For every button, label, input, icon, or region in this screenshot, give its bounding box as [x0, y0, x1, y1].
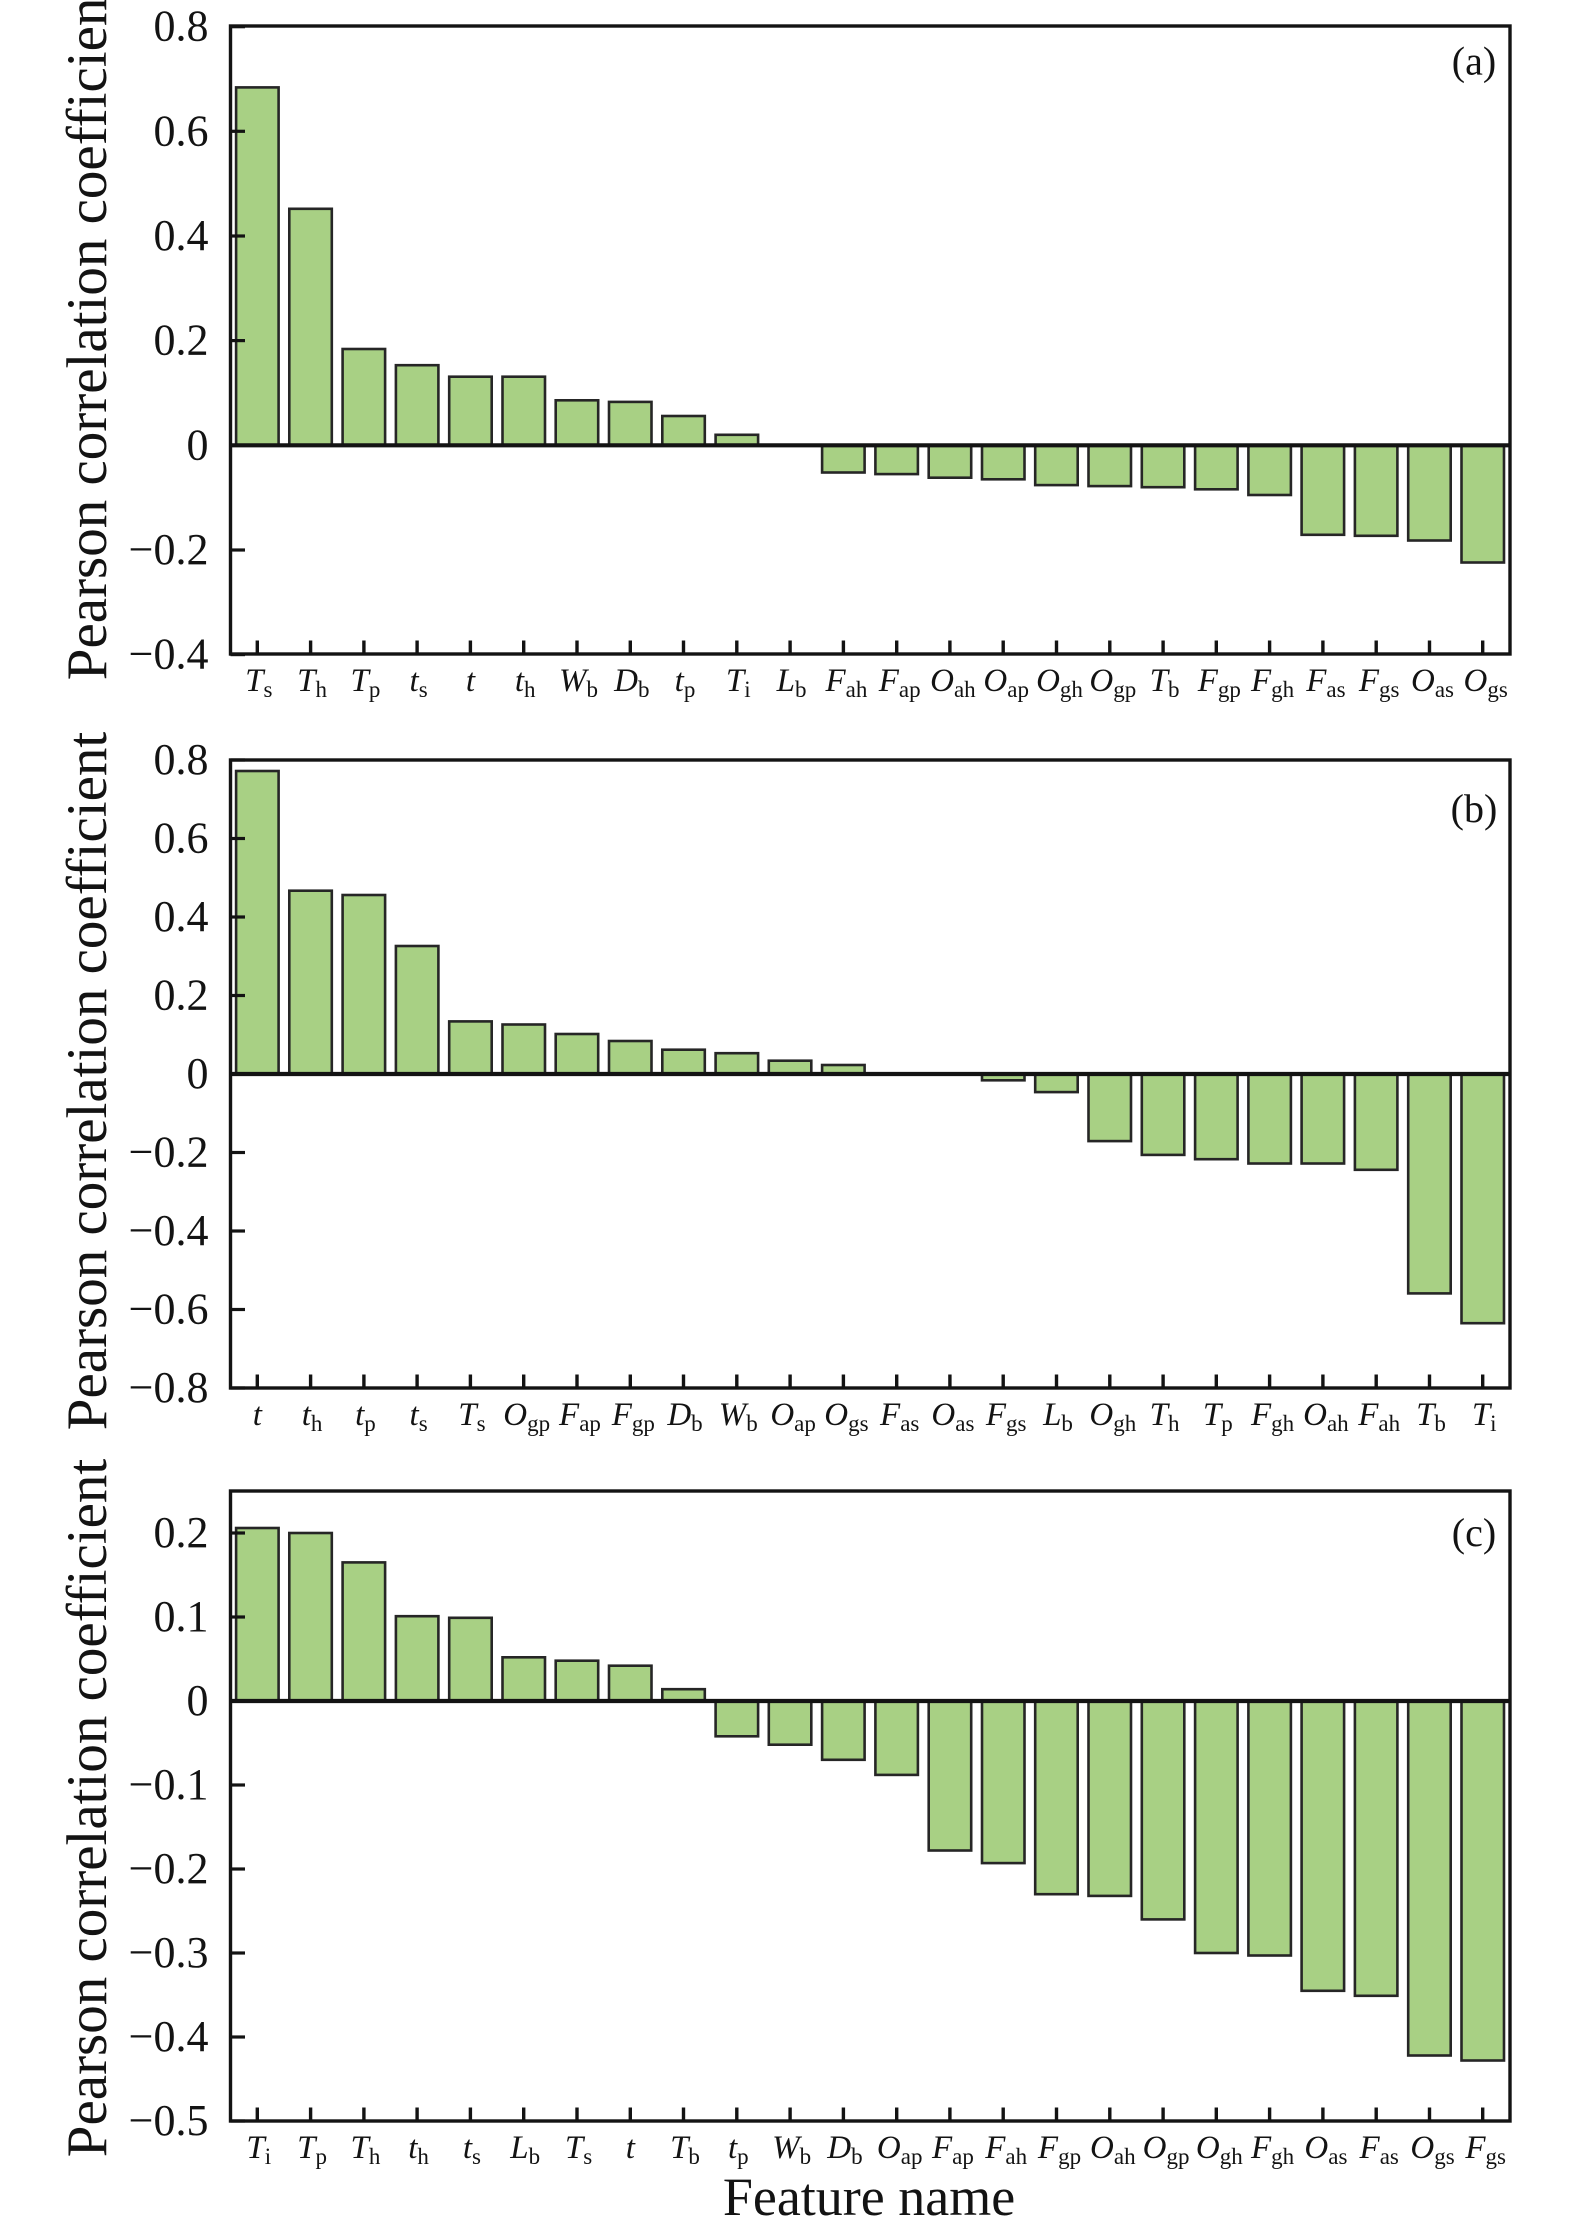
svg-text:0.2: 0.2	[154, 971, 209, 1020]
svg-text:Ts: Ts	[245, 663, 272, 702]
svg-text:0.8: 0.8	[154, 735, 209, 784]
svg-text:Fgh: Fgh	[1250, 1397, 1295, 1436]
svg-text:−0.3: −0.3	[129, 1928, 209, 1977]
svg-text:Wb: Wb	[719, 1397, 758, 1436]
svg-text:Fgs: Fgs	[1464, 2130, 1506, 2169]
svg-text:0: 0	[187, 420, 209, 469]
svg-text:−0.6: −0.6	[129, 1285, 209, 1334]
svg-text:(a): (a)	[1452, 39, 1496, 84]
svg-text:Oah: Oah	[1303, 1397, 1349, 1436]
svg-text:t: t	[253, 1397, 263, 1433]
svg-text:0.2: 0.2	[154, 316, 209, 365]
svg-text:Fas: Fas	[879, 1397, 919, 1436]
svg-text:(c): (c)	[1452, 1510, 1496, 1555]
svg-text:0.8: 0.8	[154, 2, 209, 51]
svg-text:−0.2: −0.2	[129, 1128, 209, 1177]
svg-text:0: 0	[187, 1049, 209, 1098]
svg-text:Ogs: Ogs	[1410, 2130, 1454, 2169]
svg-text:Db: Db	[666, 1397, 702, 1436]
svg-text:−0.2: −0.2	[129, 525, 209, 574]
svg-text:Tb: Tb	[670, 2130, 700, 2169]
svg-text:Pearson correlation coefficien: Pearson correlation coefficient	[56, 1459, 119, 2158]
svg-text:t: t	[466, 663, 476, 699]
svg-text:0.4: 0.4	[154, 211, 209, 260]
svg-text:Pearson correlation coefficien: Pearson correlation coefficient	[56, 0, 119, 680]
svg-text:0.6: 0.6	[154, 814, 209, 863]
svg-text:−0.4: −0.4	[129, 1206, 209, 1255]
svg-text:Ogh: Ogh	[1089, 1397, 1136, 1436]
svg-text:t: t	[626, 2130, 636, 2166]
svg-text:Feature name: Feature name	[723, 2167, 1015, 2227]
svg-text:−0.1: −0.1	[129, 1760, 209, 1809]
svg-text:0.4: 0.4	[154, 892, 209, 941]
svg-text:−0.2: −0.2	[129, 1844, 209, 1893]
svg-text:0.2: 0.2	[154, 1508, 209, 1557]
svg-text:Fas: Fas	[1305, 663, 1345, 702]
svg-text:(b): (b)	[1451, 786, 1498, 831]
svg-text:−0.5: −0.5	[129, 2096, 209, 2145]
svg-text:0.1: 0.1	[154, 1592, 209, 1641]
svg-text:Pearson correlation coefficien: Pearson correlation coefficient	[56, 732, 119, 1431]
svg-text:Fgs: Fgs	[1358, 663, 1400, 702]
svg-text:−0.4: −0.4	[129, 630, 209, 679]
svg-text:−0.4: −0.4	[129, 2012, 209, 2061]
svg-text:−0.8: −0.8	[129, 1363, 209, 1412]
svg-text:0.6: 0.6	[154, 106, 209, 155]
svg-text:Ogp: Ogp	[1089, 663, 1136, 702]
svg-text:0: 0	[187, 1676, 209, 1725]
